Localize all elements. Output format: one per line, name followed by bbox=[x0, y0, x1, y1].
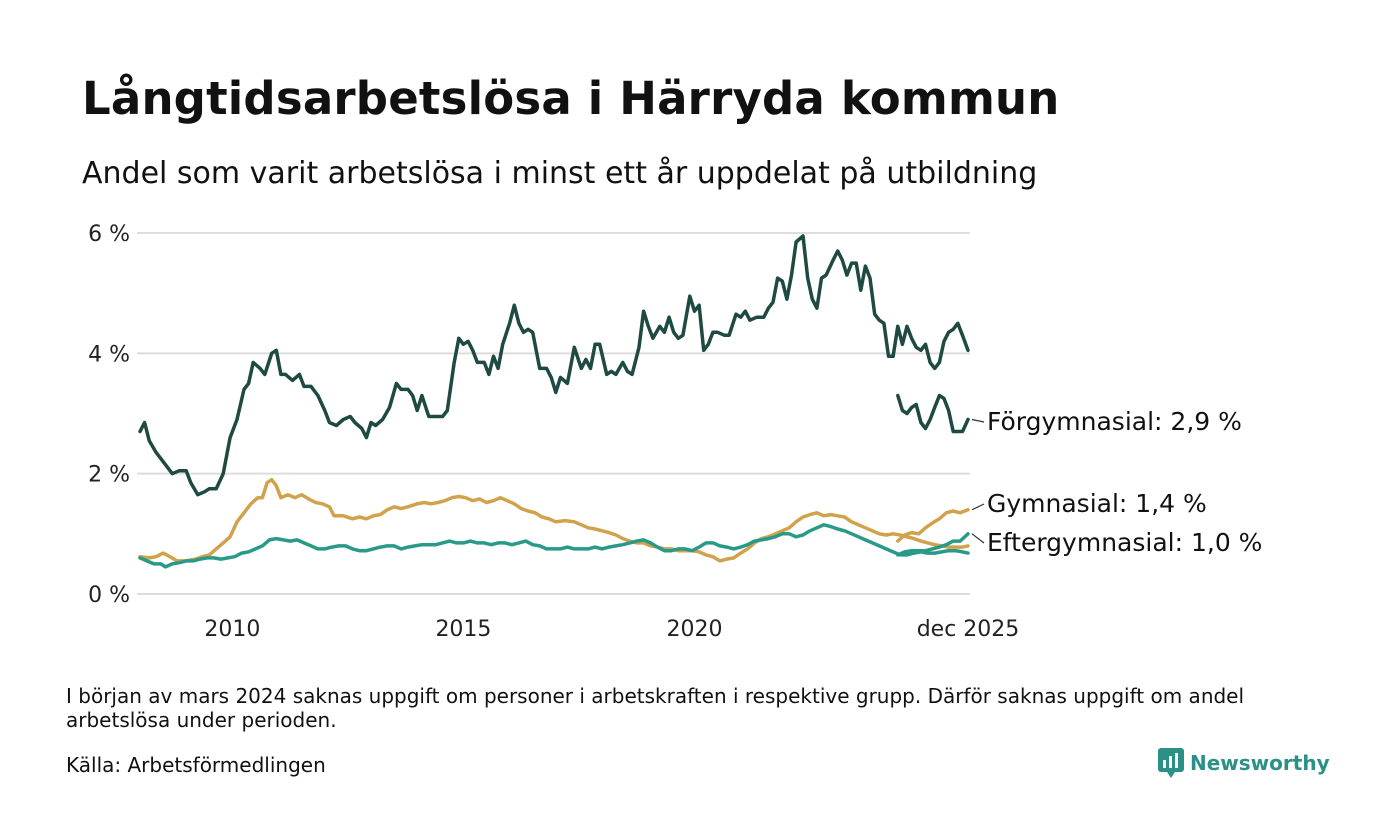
newsworthy-logo-text: Newsworthy bbox=[1190, 751, 1330, 775]
x-tick-label: 2010 bbox=[204, 617, 260, 642]
series-label-leader bbox=[971, 533, 985, 544]
x-tick-label: 2015 bbox=[435, 617, 491, 642]
y-tick-label: 0 % bbox=[88, 583, 130, 608]
source-label: Källa: Arbetsförmedlingen bbox=[66, 753, 326, 777]
series-line-forgymnasial bbox=[896, 393, 970, 434]
footnote: I början av mars 2024 saknas uppgift om … bbox=[66, 684, 1245, 732]
x-tick-label: 2020 bbox=[666, 617, 722, 642]
series-label-eftergymnasial: Eftergymnasial: 1,0 % bbox=[987, 528, 1262, 557]
series-line-eftergymnasial bbox=[138, 523, 970, 569]
y-tick-label: 4 % bbox=[88, 342, 130, 367]
series-label-leader bbox=[971, 503, 985, 511]
series-label-forgymnasial: Förgymnasial: 2,9 % bbox=[987, 407, 1242, 436]
series-line-eftergymnasial bbox=[896, 532, 970, 557]
series-line-forgymnasial bbox=[138, 234, 970, 497]
y-tick-label: 2 % bbox=[88, 463, 130, 488]
series-line-gymnasial bbox=[138, 477, 970, 563]
newsworthy-logo-icon bbox=[1158, 748, 1184, 778]
series-label-leader bbox=[971, 418, 985, 423]
x-tick-label: dec 2025 bbox=[917, 617, 1020, 642]
series-line-gymnasial bbox=[896, 508, 970, 543]
newsworthy-logo[interactable]: Newsworthy bbox=[1158, 748, 1330, 778]
chart-title: Långtidsarbetslösa i Härryda kommun bbox=[82, 72, 1060, 125]
series-label-gymnasial: Gymnasial: 1,4 % bbox=[987, 489, 1207, 518]
line-chart: 0 % 2 % 4 % 6 % 2010 2015 2020 dec 2025 Förgymna… bbox=[88, 222, 1262, 642]
y-tick-label: 6 % bbox=[88, 222, 130, 247]
chart-subtitle: Andel som varit arbetslösa i minst ett å… bbox=[82, 156, 1038, 191]
